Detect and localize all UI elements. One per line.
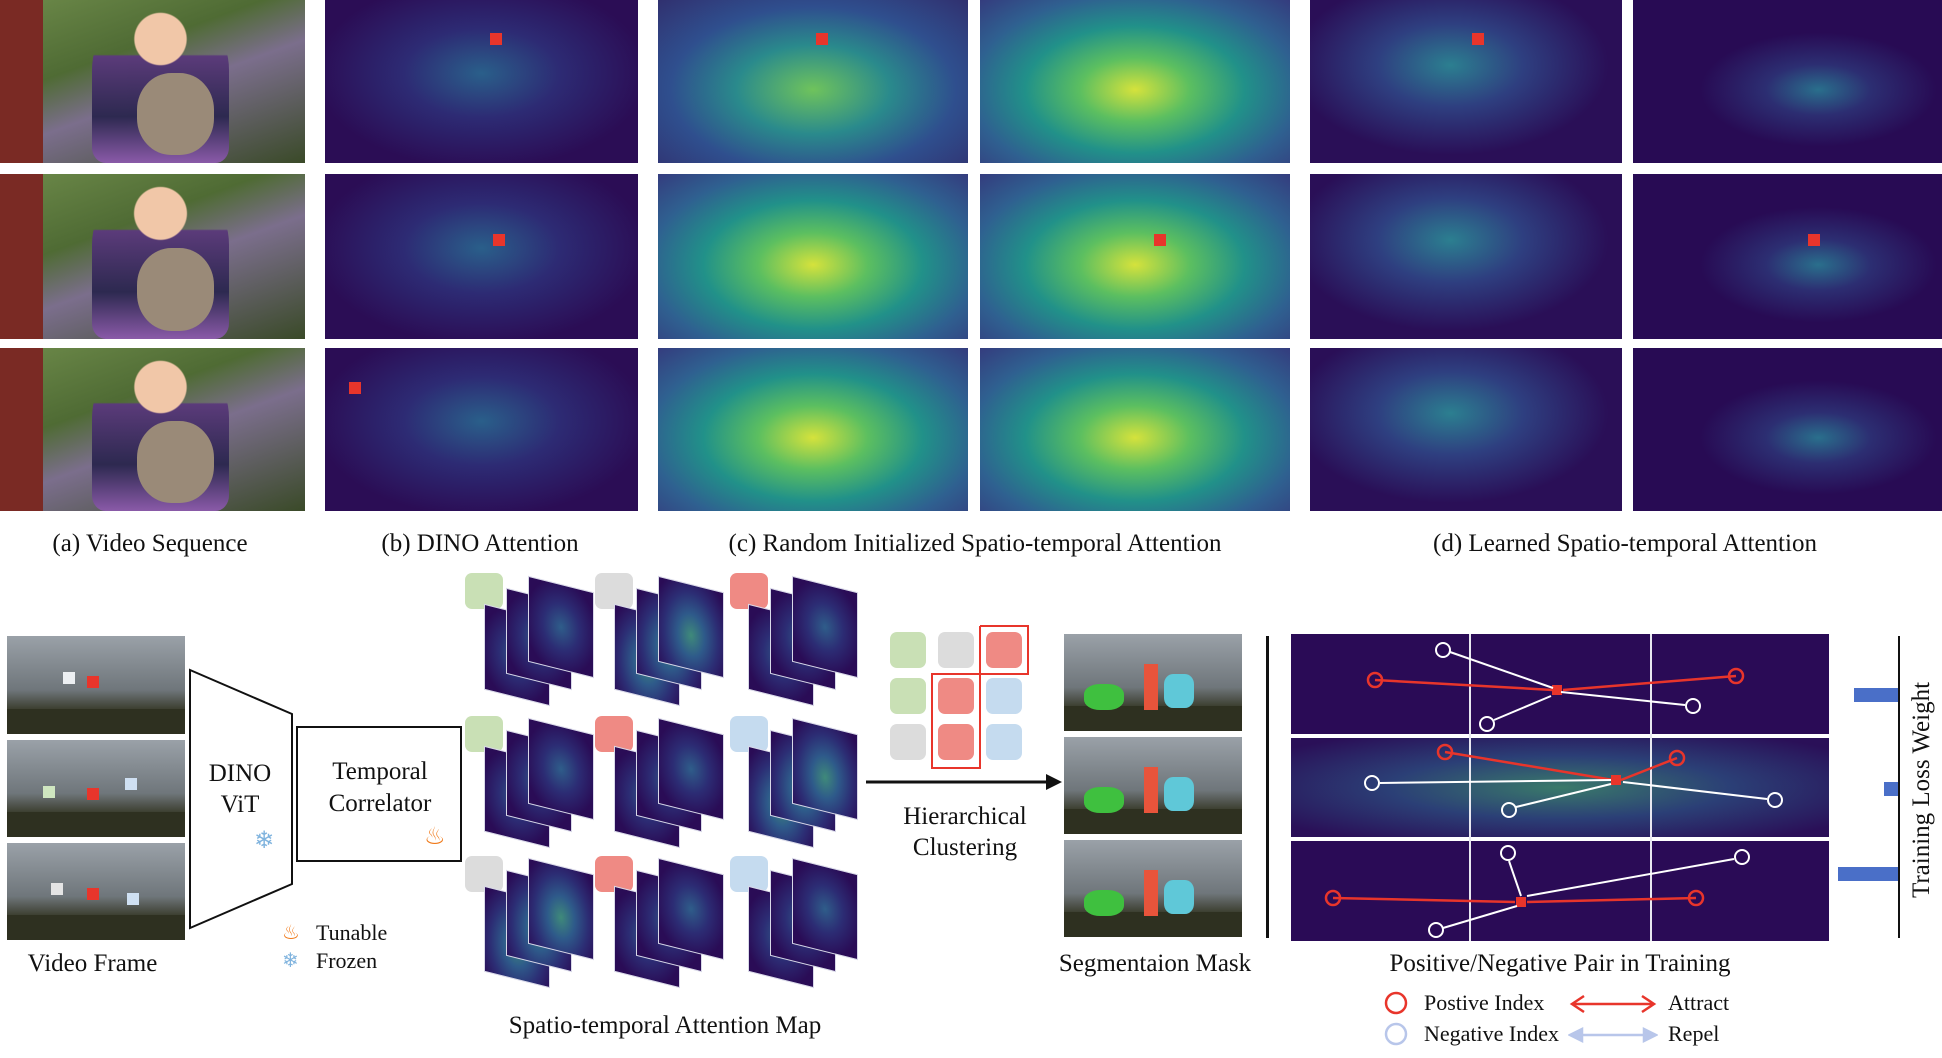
clustering-label-line1: Hierarchical bbox=[903, 803, 1027, 830]
flame-icon: ♨ bbox=[424, 822, 446, 850]
dino-vit-block bbox=[189, 668, 293, 930]
segmentation-label: Segmentaion Mask bbox=[1058, 950, 1252, 977]
cluster-cell bbox=[890, 632, 926, 668]
legend-repel-icon bbox=[1568, 1026, 1658, 1044]
legend-attract-icon bbox=[1569, 994, 1657, 1014]
attention-map-stack bbox=[658, 575, 724, 679]
segmentation-mask-1 bbox=[1064, 634, 1242, 731]
loss-weight-axis bbox=[1898, 636, 1900, 938]
section-divider bbox=[1266, 636, 1269, 938]
cluster-cell bbox=[986, 678, 1022, 714]
attention-map-stack bbox=[528, 717, 594, 821]
cluster-tag-gray bbox=[595, 573, 633, 609]
attention-map-stack bbox=[658, 717, 724, 821]
legend-repel-label: Repel bbox=[1668, 1021, 1720, 1046]
frame-divider bbox=[1469, 634, 1471, 941]
frozen-legend-label: Frozen bbox=[316, 948, 378, 973]
dino-label-line2: ViT bbox=[220, 791, 260, 818]
cluster-cell bbox=[938, 724, 974, 760]
dino-attention-1 bbox=[325, 0, 638, 163]
training-strip-2 bbox=[1291, 738, 1829, 837]
caption-dino-attention: (b) DINO Attention bbox=[381, 530, 579, 557]
tunable-legend-label: Tunable bbox=[316, 920, 388, 945]
learned-attention-1b bbox=[1633, 0, 1942, 163]
random-attention-1a bbox=[658, 0, 968, 163]
video-frame-3 bbox=[0, 348, 305, 511]
cluster-cell bbox=[986, 724, 1022, 760]
loss-weight-bar bbox=[1854, 688, 1898, 702]
learned-attention-3a bbox=[1310, 348, 1622, 511]
cluster-cell bbox=[938, 678, 974, 714]
pair-arrows bbox=[1324, 642, 1783, 938]
learned-attention-2b bbox=[1633, 174, 1942, 339]
pipeline-frame-2 bbox=[7, 740, 185, 837]
caption-learned-attention: (d) Learned Spatio-temporal Attention bbox=[1433, 530, 1817, 557]
learned-attention-2a bbox=[1310, 174, 1622, 339]
training-title: Positive/Negative Pair in Training bbox=[1389, 950, 1731, 977]
attention-map-stack bbox=[792, 717, 858, 821]
random-attention-3b bbox=[980, 348, 1290, 511]
legend-positive-label: Postive Index bbox=[1424, 990, 1545, 1015]
dino-attention-2 bbox=[325, 174, 638, 339]
clustering-label-line2: Clustering bbox=[912, 834, 1018, 861]
attention-map-stack bbox=[528, 575, 594, 679]
legend-negative-icon bbox=[1384, 1022, 1408, 1046]
caption-random-attention: (c) Random Initialized Spatio-temporal A… bbox=[728, 530, 1222, 557]
attention-map-label: Spatio-temporal Attention Map bbox=[508, 1012, 822, 1039]
correlator-label-line2: Correlator bbox=[328, 790, 432, 817]
cluster-outline bbox=[931, 625, 1029, 769]
legend-positive-icon bbox=[1384, 991, 1408, 1015]
random-attention-3a bbox=[658, 348, 968, 511]
attention-map-stack bbox=[792, 575, 858, 679]
loss-weight-bar bbox=[1884, 782, 1898, 796]
learned-attention-1a bbox=[1310, 0, 1622, 163]
frozen-legend-icon: ❄ bbox=[282, 948, 299, 972]
cluster-tag-green bbox=[465, 573, 503, 609]
learned-attention-3b bbox=[1633, 348, 1942, 511]
pipeline-frame-1 bbox=[7, 636, 185, 734]
dino-attention-3 bbox=[325, 348, 638, 511]
pipeline-arrow bbox=[866, 774, 1062, 790]
random-attention-1b bbox=[980, 0, 1290, 163]
correlator-label-line1: Temporal bbox=[332, 758, 428, 785]
caption-video-sequence: (a) Video Sequence bbox=[52, 530, 248, 557]
segmentation-mask-3 bbox=[1064, 840, 1242, 937]
cluster-tag-red bbox=[730, 573, 768, 609]
frame-divider bbox=[1650, 634, 1652, 941]
random-attention-2a bbox=[658, 174, 968, 339]
cluster-cell bbox=[890, 724, 926, 760]
loss-weight-bar bbox=[1838, 867, 1898, 881]
attention-map-stack bbox=[658, 857, 724, 961]
cluster-cell bbox=[890, 678, 926, 714]
random-attention-2b bbox=[980, 174, 1290, 339]
dino-label-line1: DINO bbox=[208, 760, 272, 787]
video-frame-2 bbox=[0, 174, 305, 339]
attention-map-stack bbox=[528, 857, 594, 961]
loss-weight-label: Training Loss Weight bbox=[1908, 681, 1935, 899]
temporal-correlator-block bbox=[296, 726, 462, 862]
cluster-cell bbox=[986, 632, 1022, 668]
legend-negative-label: Negative Index bbox=[1424, 1021, 1559, 1046]
video-frame-label: Video Frame bbox=[27, 950, 158, 977]
tunable-legend-icon: ♨ bbox=[282, 920, 300, 944]
attention-map-stack bbox=[792, 857, 858, 961]
video-frame-1 bbox=[0, 0, 305, 163]
pipeline-frame-3 bbox=[7, 843, 185, 940]
cluster-cell bbox=[938, 632, 974, 668]
legend-attract-label: Attract bbox=[1668, 990, 1730, 1015]
segmentation-mask-2 bbox=[1064, 737, 1242, 834]
snowflake-icon: ❄ bbox=[254, 826, 275, 854]
